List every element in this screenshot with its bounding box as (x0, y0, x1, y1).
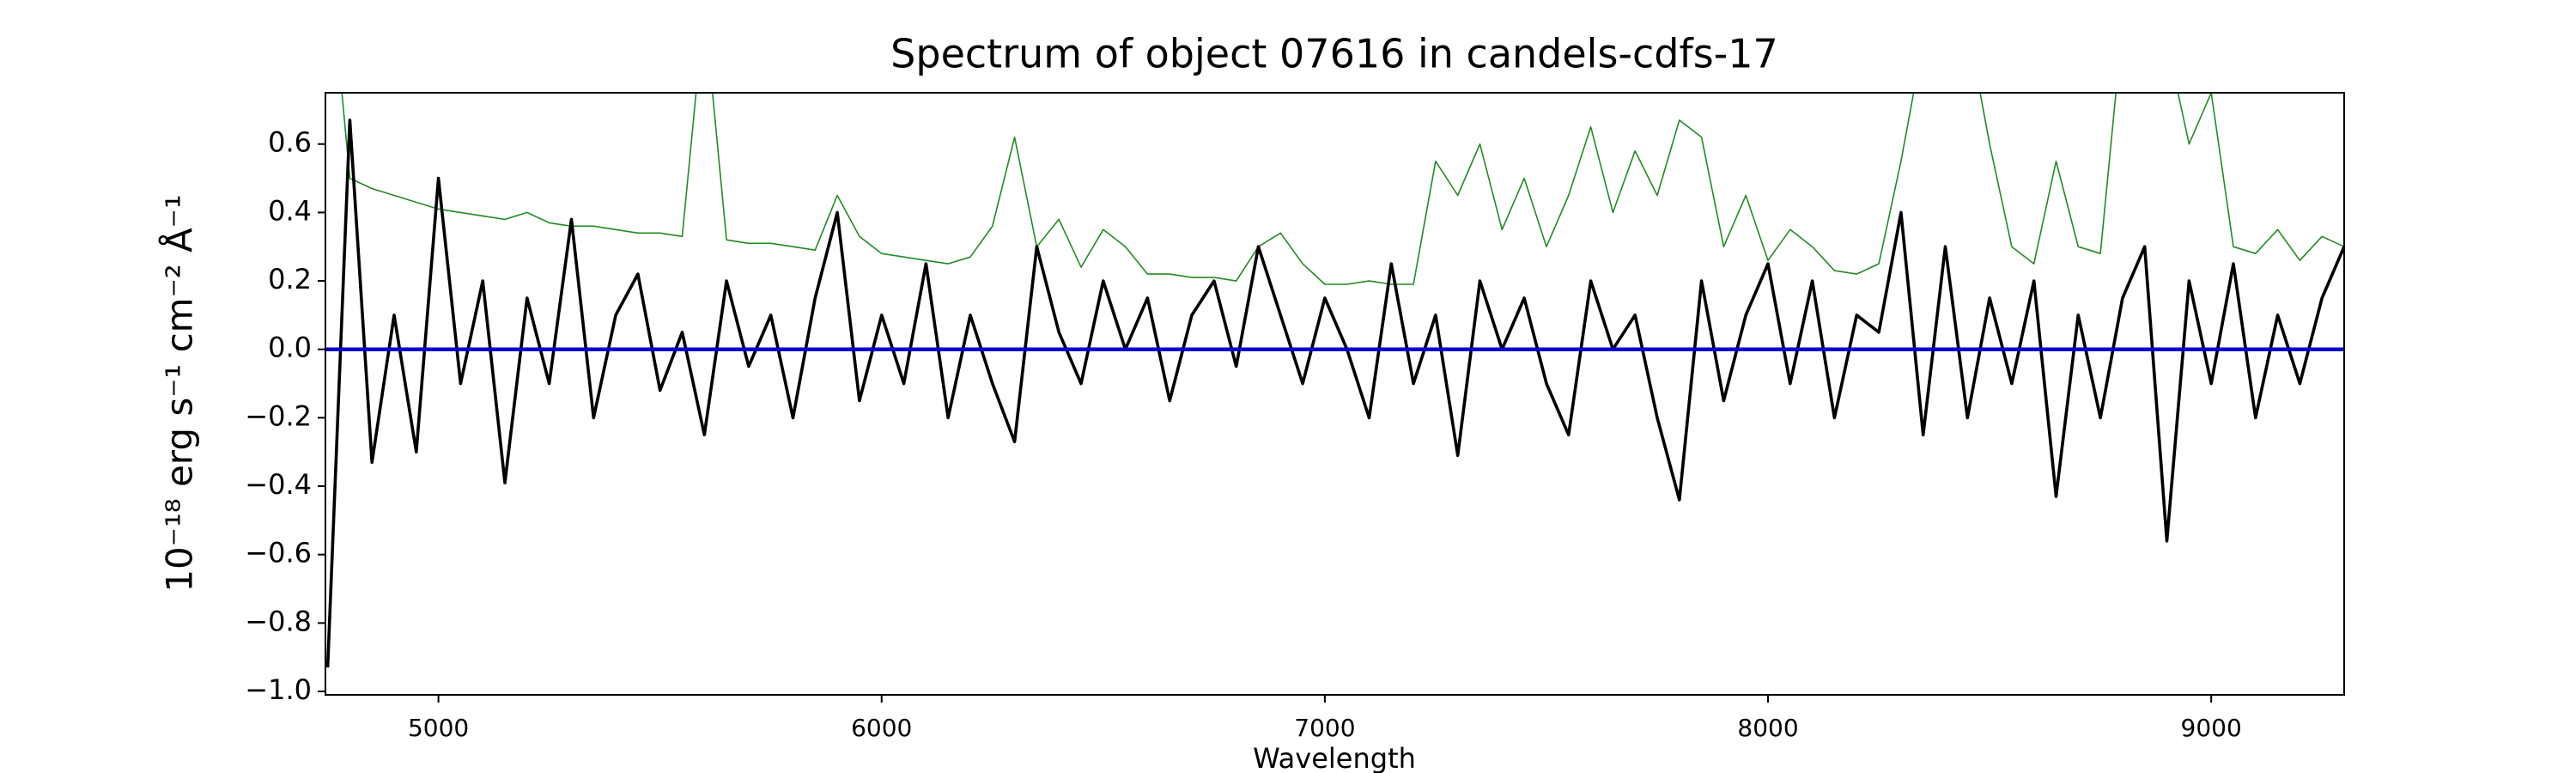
plot-area (325, 93, 2344, 668)
y-tick-label: −1.0 (245, 673, 312, 706)
y-tick-label: 0.0 (268, 332, 312, 364)
y-tick-label: −0.4 (245, 468, 312, 501)
x-tick-label: 5000 (408, 714, 469, 742)
series-line (325, 119, 2344, 668)
y-tick-label: 0.4 (268, 194, 312, 227)
y-tick-label: 0.2 (268, 263, 312, 295)
chart-title: Spectrum of object 07616 in candels-cdfs… (890, 31, 1778, 77)
x-tick-label: 9000 (2181, 714, 2242, 742)
y-tick-label: −0.8 (245, 605, 312, 637)
y-tick-label: −0.6 (245, 537, 312, 569)
axes-frame (325, 92, 2345, 696)
x-axis-label: Wavelength (1253, 742, 1416, 773)
series-line (341, 93, 2344, 285)
x-tick-label: 6000 (851, 714, 912, 742)
x-tick-label: 7000 (1294, 714, 1355, 742)
x-tick-label: 8000 (1737, 714, 1798, 742)
y-tick-label: −0.2 (245, 399, 312, 432)
y-axis-label: 10⁻¹⁸ erg s⁻¹ cm⁻² Å⁻¹ (158, 194, 201, 592)
y-tick-label: 0.6 (268, 126, 312, 159)
